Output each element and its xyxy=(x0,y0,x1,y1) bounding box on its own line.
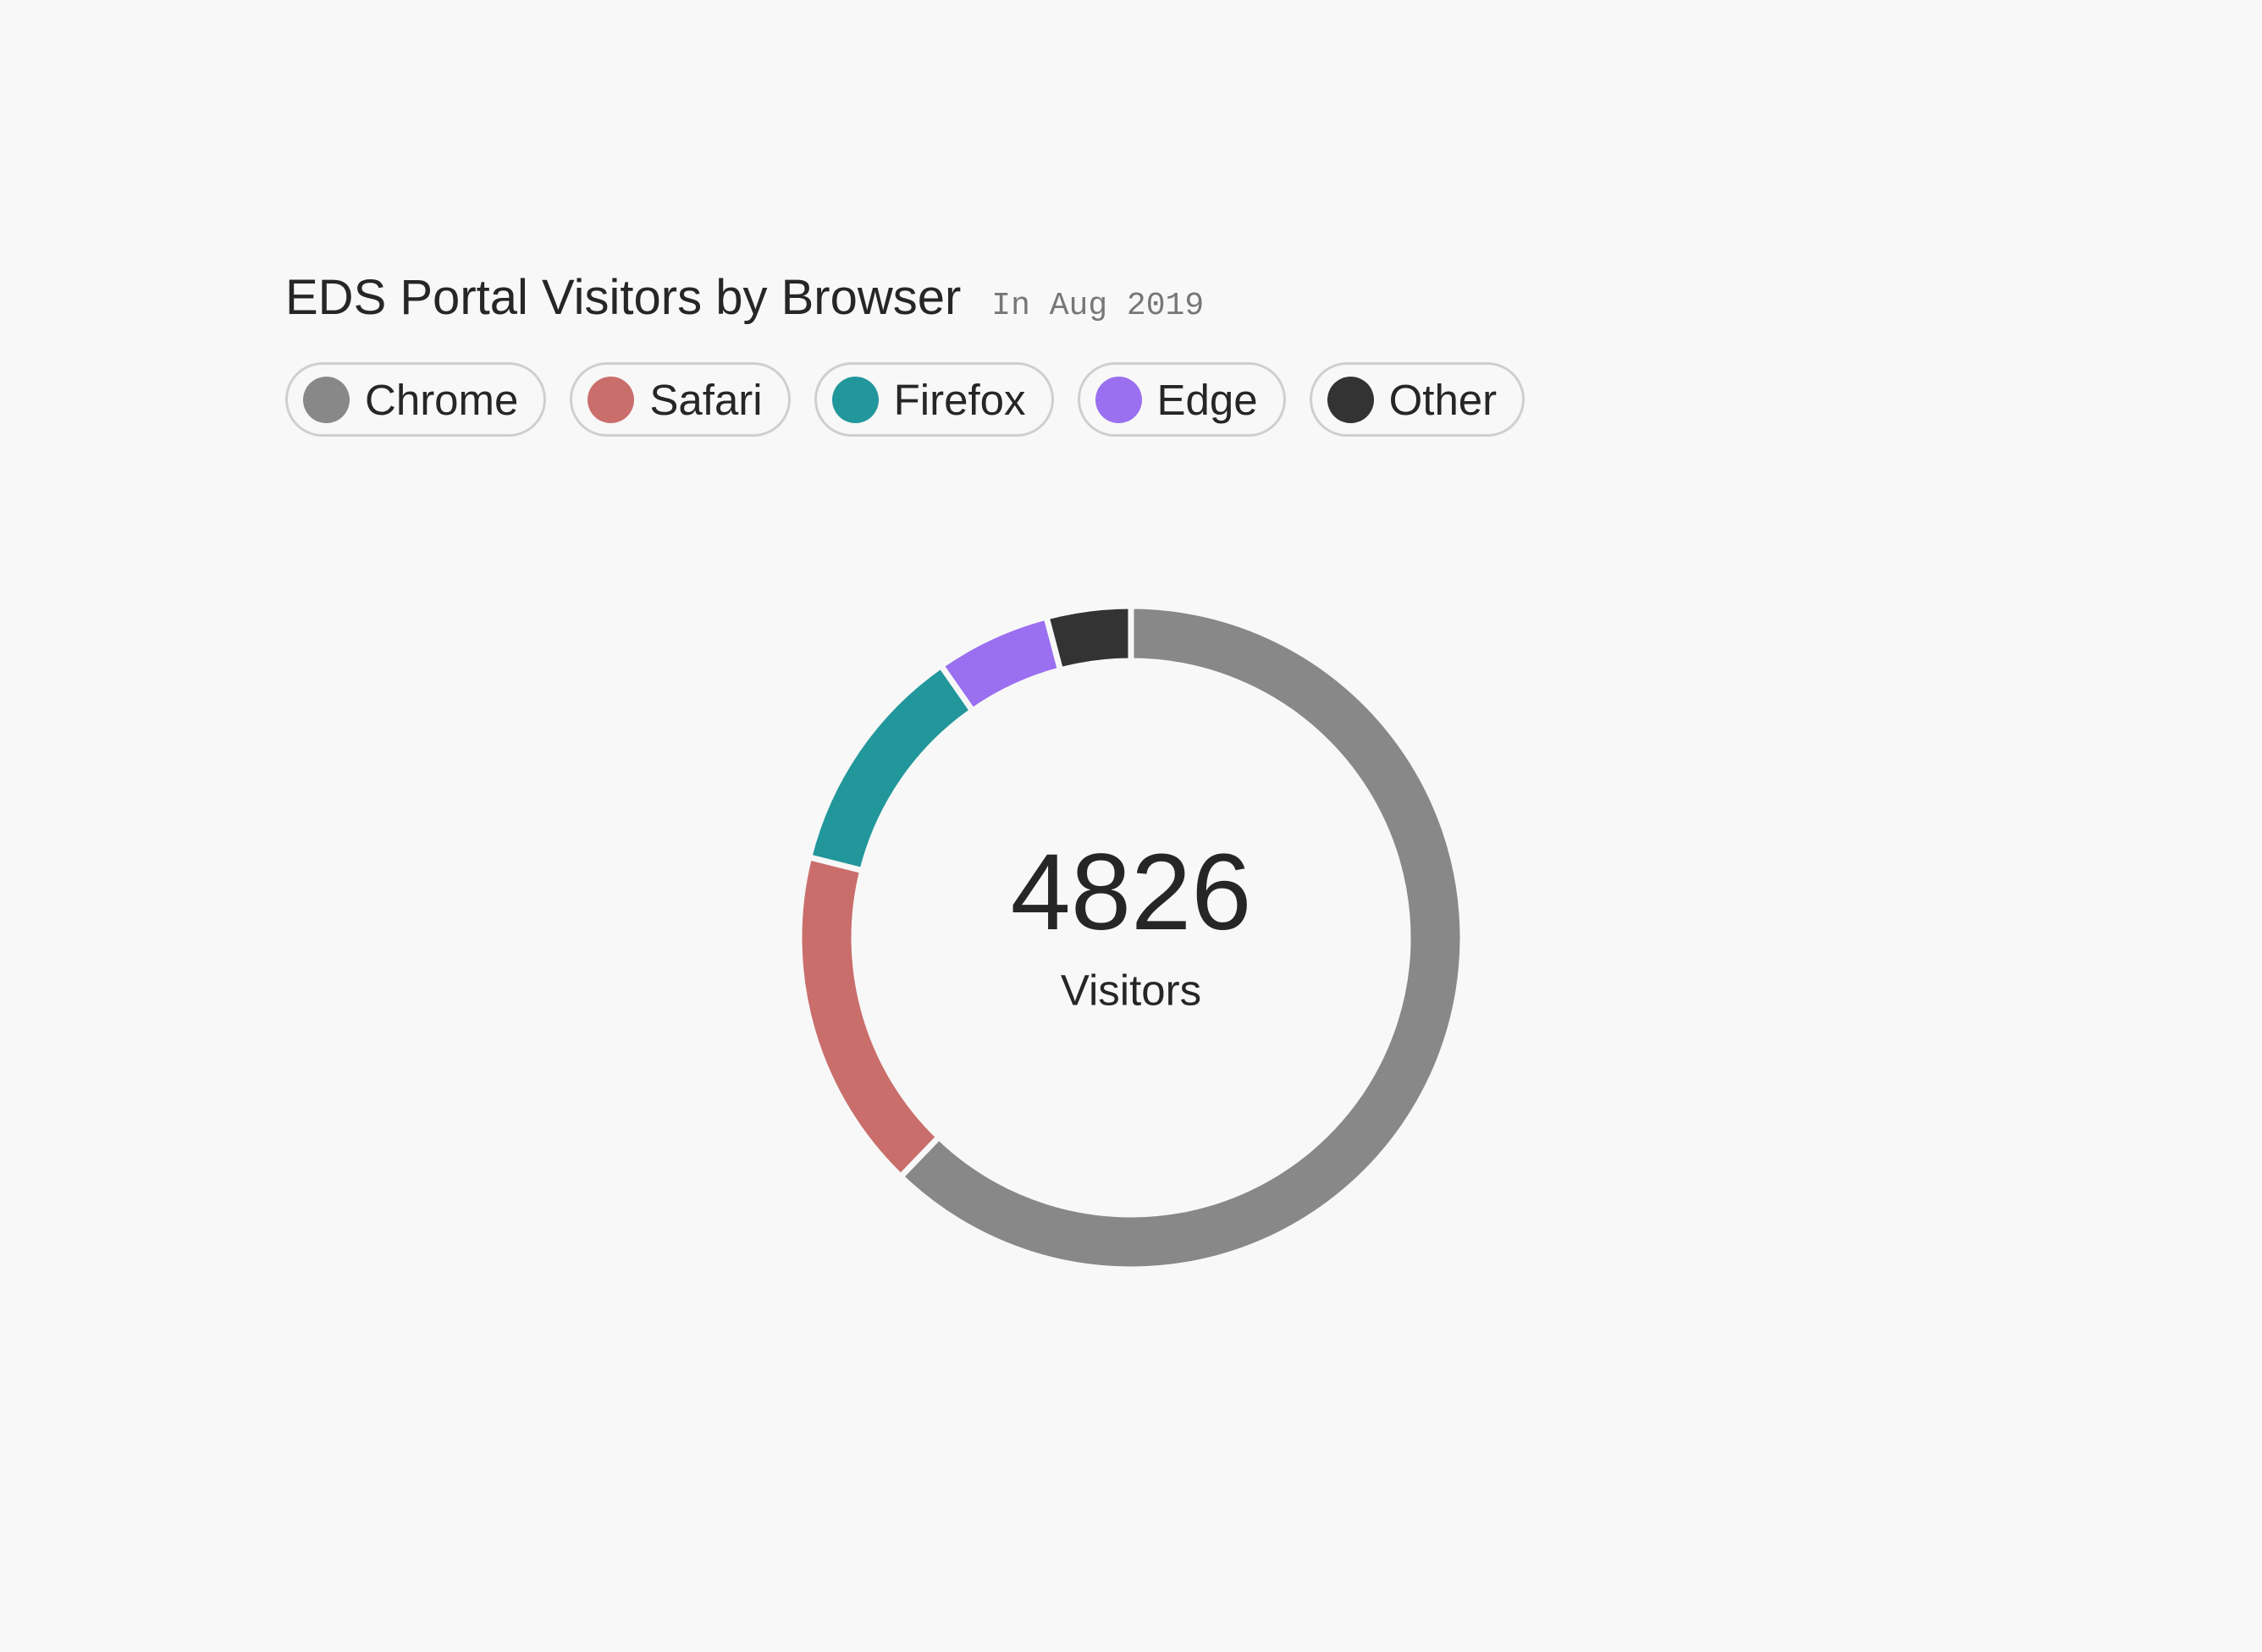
chart-title: EDS Portal Visitors by Browser xyxy=(285,270,962,325)
donut-segment xyxy=(1042,603,1134,675)
legend-item[interactable]: Other xyxy=(1309,362,1525,437)
legend-label: Other xyxy=(1388,375,1498,424)
legend-swatch xyxy=(303,376,350,423)
legend-label: Chrome xyxy=(365,375,519,424)
legend-swatch xyxy=(831,376,879,423)
legend: Chrome Safari Firefox Edge Other xyxy=(285,362,1525,437)
donut-segment xyxy=(897,603,1466,1273)
legend-swatch xyxy=(1095,376,1142,423)
legend-swatch xyxy=(1327,376,1374,423)
legend-item[interactable]: Safari xyxy=(570,362,791,437)
legend-label: Edge xyxy=(1156,375,1258,424)
chart-subtitle: In Aug 2019 xyxy=(991,288,1205,324)
legend-item[interactable]: Chrome xyxy=(285,362,547,437)
donut-segment xyxy=(805,661,977,874)
donut-segment xyxy=(796,853,944,1181)
legend-item[interactable]: Edge xyxy=(1077,362,1286,437)
total-label: Visitors xyxy=(1061,966,1201,1014)
total-value: 4826 xyxy=(1011,832,1252,953)
legend-label: Firefox xyxy=(893,375,1026,424)
legend-item[interactable]: Firefox xyxy=(814,362,1054,437)
title-row: EDS Portal Visitors by Browser In Aug 20… xyxy=(285,269,1204,326)
legend-swatch xyxy=(588,376,635,423)
legend-label: Safari xyxy=(649,375,763,424)
